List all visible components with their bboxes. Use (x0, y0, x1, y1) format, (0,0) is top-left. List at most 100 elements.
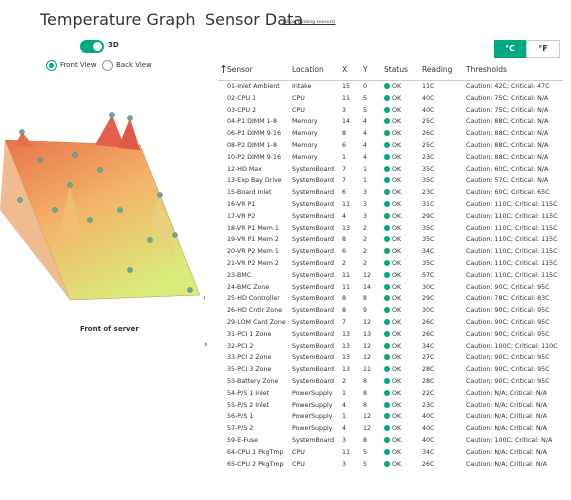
table-cell: Caution: 110C; Critical: 115C (466, 248, 558, 256)
status: OK (384, 105, 401, 117)
table-cell: 35C (422, 260, 435, 267)
expand-arrow[interactable]: › (204, 340, 208, 350)
table-cell: 13 (342, 330, 351, 338)
status-text: OK (392, 366, 402, 374)
header-rule (218, 80, 563, 81)
table-cell: SystemBoard (292, 366, 334, 374)
table-cell: Caution: 90C; Critical: 95C (466, 354, 550, 362)
radio-back[interactable] (102, 60, 113, 71)
table-cell: 53-Battery Zone (227, 378, 279, 385)
table-cell: 0 (363, 83, 368, 90)
table-cell: Caution: 90C; Critical: 95C (466, 366, 550, 374)
table-cell: PowerSupply (292, 425, 333, 433)
table-cell: SystemBoard (292, 330, 334, 338)
status-icon (384, 177, 390, 184)
table-cell: 11 (342, 448, 351, 456)
sort-arrow[interactable]: ↑ (219, 63, 229, 76)
table-cell: Caution: 57C; Critical: N/A (466, 177, 549, 185)
status-text: OK (392, 389, 402, 397)
table-cell: 8 (363, 378, 368, 385)
status-icon (384, 165, 390, 172)
table-cell: 8 (363, 401, 368, 409)
table-cell: 04-P1 DIMM 1-8 (227, 118, 277, 126)
column-header[interactable]: Thresholds (466, 65, 507, 74)
table-cell: SystemBoard (292, 189, 334, 197)
table-cell: 31C (422, 201, 435, 208)
table-cell: Caution: N/A; Critical: N/A (466, 460, 547, 468)
status-icon (384, 83, 390, 89)
status: OK (384, 223, 401, 235)
table-cell: 40C (422, 437, 435, 444)
status: OK (384, 128, 401, 140)
status: OK (384, 81, 401, 93)
table-cell: 7 (342, 165, 347, 173)
table-cell: 14 (363, 283, 372, 291)
peak (150, 195, 175, 260)
table-cell: SystemBoard (292, 271, 334, 279)
table-cell: Caution: N/A; Critical: N/A (466, 413, 547, 421)
unit-button[interactable]: °F (526, 40, 560, 58)
unit-button[interactable]: °C (494, 40, 526, 58)
peak (118, 118, 140, 150)
table-cell: Caution: 60C; Critical: N/A (466, 165, 549, 173)
table-cell: 4 (363, 118, 368, 126)
missing-sensors-link[interactable]: (show missing sensors) (283, 20, 336, 25)
table-cell: SystemBoard (292, 224, 334, 232)
status-icon (384, 354, 390, 361)
status-icon (384, 413, 390, 420)
table-cell: 4 (342, 401, 347, 409)
column-header[interactable]: Reading (422, 65, 453, 74)
table-cell: 23C (422, 189, 435, 197)
table-cell: 11 (363, 366, 372, 374)
table-cell: Caution: 42C; Critical: 47C (466, 83, 550, 90)
status-text: OK (392, 295, 402, 303)
table-cell: 8 (342, 236, 347, 244)
table-cell: Caution: 90C; Critical: 95C (466, 330, 550, 338)
table-cell: Caution: 88C; Critical: N/A (466, 142, 549, 149)
status: OK (384, 187, 401, 199)
table-cell: 3 (363, 189, 368, 197)
table-cell: 11 (342, 94, 351, 102)
table-cell: 7 (342, 177, 347, 185)
table-cell: 1 (363, 177, 368, 185)
status-text: OK (392, 201, 402, 208)
table-cell: 3 (363, 201, 368, 208)
table-cell: 34C (422, 248, 435, 256)
status: OK (384, 164, 401, 176)
status-text: OK (392, 342, 402, 350)
table-cell: 13 (342, 354, 351, 362)
table-cell: Intake (292, 83, 312, 90)
status-icon (384, 389, 390, 396)
table-cell: 18-VR P1 Mem 1 (227, 224, 279, 232)
table-cell: 28C (422, 366, 435, 374)
status-text: OK (392, 330, 402, 338)
radio-front[interactable] (46, 60, 57, 71)
table-cell: 35-PCI 3 Zone (227, 366, 272, 374)
table-cell: SystemBoard (292, 354, 334, 362)
table-cell: 12 (363, 425, 372, 433)
status-icon (384, 271, 390, 278)
column-header[interactable]: Status (384, 65, 408, 74)
column-header[interactable]: Location (292, 65, 324, 74)
table-cell: 26-HD Cntlr Zone (227, 307, 283, 315)
table-cell: 26C (422, 460, 435, 468)
table-cell: SystemBoard (292, 283, 334, 291)
column-header[interactable]: X (342, 65, 348, 74)
column-header[interactable]: Sensor (227, 65, 253, 74)
status-icon (384, 425, 390, 432)
table-cell: 3 (342, 437, 347, 444)
table-cell: SystemBoard (292, 248, 334, 256)
column-header[interactable]: Y (363, 65, 368, 74)
table-cell: Caution: 88C; Critical: N/A (466, 153, 549, 161)
toggle-3d[interactable] (80, 40, 104, 53)
status: OK (384, 211, 401, 223)
status-icon (384, 295, 390, 302)
status-text: OK (392, 130, 402, 138)
expand-arrow[interactable]: › (203, 293, 205, 302)
table-cell: 11 (342, 283, 351, 291)
status: OK (384, 364, 401, 376)
status: OK (384, 246, 401, 258)
table-cell: 2 (363, 224, 368, 232)
status-text: OK (392, 177, 402, 185)
status-text: OK (392, 354, 402, 362)
